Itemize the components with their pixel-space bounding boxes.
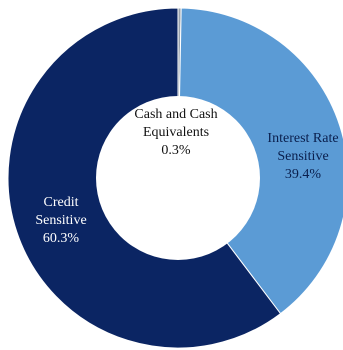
slice-value-cash: 0.3% [161, 143, 191, 158]
slice-name-line-credit: Credit [44, 195, 79, 210]
slice-name-line-cash: Equivalents [143, 125, 209, 140]
slice-label-interest: Interest Rate Sensitive 39.4% [267, 131, 338, 182]
slice-labels: Cash and Cash Equivalents 0.3% Interest Rat… [35, 107, 338, 246]
slice-label-credit: Credit Sensitive 60.3% [35, 195, 86, 246]
slice-name-line-cash: Cash and Cash [134, 107, 217, 122]
slice-name-line-credit: Sensitive [35, 213, 86, 228]
slice-label-cash: Cash and Cash Equivalents 0.3% [134, 107, 217, 158]
slice-interest [177, 7, 343, 315]
slice-name-line-interest: Interest Rate [267, 131, 338, 146]
slice-value-interest: 39.4% [285, 167, 322, 182]
donut-hole [96, 96, 260, 260]
slice-name-line-interest: Sensitive [277, 149, 328, 164]
slice-value-credit: 60.3% [43, 231, 80, 246]
